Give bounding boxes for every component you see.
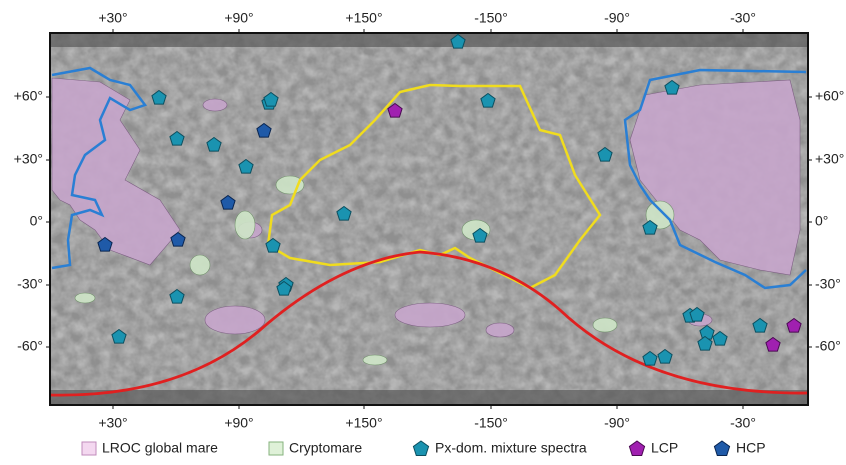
mare-patch [204,305,266,335]
right-label: +60° [815,88,844,104]
px-marker [111,328,127,344]
lcp-marker [765,336,781,352]
px-marker [169,288,185,304]
cryptomare-patch [362,354,388,366]
top-label: +150° [345,10,382,26]
px-marker [480,92,496,108]
left-label: +60° [14,88,43,104]
px-marker [689,306,705,322]
bottom-label: -30° [730,415,756,431]
legend-swatch [81,441,97,456]
px-marker [265,237,281,253]
legend-swatch [713,440,731,456]
legend: LROC global mare Cryptomare Px-dom. mixtur… [81,440,766,456]
px-marker [263,91,279,107]
px-marker [276,280,292,296]
boundary-curve [49,250,809,397]
bottom-label: +90° [224,415,253,431]
px-marker [642,219,658,235]
map-frame [49,32,809,406]
legend-label: Cryptomare [289,440,362,456]
legend-label: HCP [736,440,766,456]
cryptomare-patch [74,292,96,304]
px-marker [206,136,222,152]
lcp-marker [387,102,403,118]
markers [97,33,802,366]
px-marker [657,348,673,364]
lcp-marker [786,317,802,333]
bottom-label: -90° [604,415,630,431]
px-marker [597,146,613,162]
hcp-marker [220,194,236,210]
legend-swatch [628,440,646,456]
left-label: -60° [17,338,43,354]
px-marker [664,79,680,95]
region-outline [266,83,602,290]
px-marker [472,227,488,243]
px-marker [642,350,658,366]
map [49,32,809,406]
px-marker [238,158,254,174]
px-marker [151,89,167,105]
cryptomare-patch [234,210,256,240]
right-label: -60° [815,338,841,354]
bottom-label: +150° [345,415,382,431]
left-label: -30° [17,276,43,292]
left-label: +30° [14,151,43,167]
legend-swatch [412,440,430,456]
right-label: 0° [815,213,828,229]
px-marker [336,205,352,221]
px-marker [712,330,728,346]
mare-west [51,77,181,266]
px-marker [697,335,713,351]
basin-outline [623,68,807,290]
top-label: +90° [224,10,253,26]
px-marker [752,317,768,333]
pole-band [50,33,808,47]
pole-band [50,390,808,405]
top-label: -150° [474,10,508,26]
cryptomare [74,175,675,366]
bottom-label: +30° [98,415,127,431]
legend-label: Px-dom. mixture spectra [435,440,587,456]
mare-patch [202,98,228,112]
legend-label: LROC global mare [102,440,218,456]
hcp-marker [97,236,113,252]
axis-labels: +30° +90° +150° -150° -90° -30° +30° +90° +150° -… [14,10,845,431]
right-label: -30° [815,276,841,292]
left-label: 0° [30,213,43,229]
legend-swatch [268,441,284,456]
mare-east [629,79,801,276]
mare-patch [485,322,515,338]
mare [51,77,801,338]
cryptomare-patch [592,317,618,333]
top-label: -30° [730,10,756,26]
right-label: +30° [815,151,844,167]
top-label: +30° [98,10,127,26]
px-marker [169,130,185,146]
hcp-marker [256,122,272,138]
basin-outline [51,66,148,270]
cryptomare-patch [645,200,675,230]
hcp-marker [170,231,186,247]
top-label: -90° [604,10,630,26]
legend-label: LCP [651,440,678,456]
mare-patch [394,302,466,328]
cryptomare-patch [189,254,211,276]
bottom-label: -150° [474,415,508,431]
px-marker [450,33,466,49]
